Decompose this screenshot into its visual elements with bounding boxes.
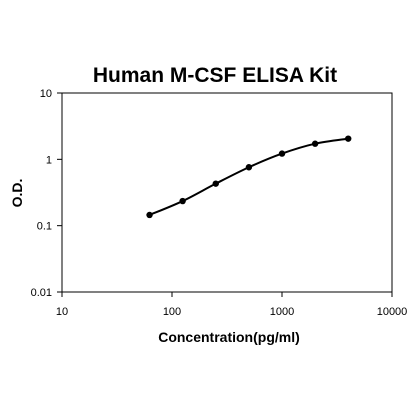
x-tick-label: 1000 [270,306,294,318]
data-point [179,197,186,205]
data-point [146,211,153,219]
x-tick-label: 100 [163,306,181,318]
plot-frame [61,92,393,293]
y-tick-label: 10 [40,88,52,100]
data-point [278,150,286,157]
x-axis: 10 100 1000 10000 [56,292,407,318]
data-points [146,135,352,219]
data-point [245,164,253,171]
data-point [345,135,352,142]
y-axis: 0.01 0.1 1 10 [31,88,62,299]
data-point [212,180,219,187]
x-axis-label: Concentration(pg/ml) [158,329,300,345]
y-axis-label: O.D. [9,179,25,208]
x-tick-label: 10 [56,306,68,318]
y-tick-label: 0.1 [37,221,52,233]
chart-title: Human M-CSF ELISA Kit [93,64,337,87]
x-tick-label: 10000 [377,306,408,318]
data-point [311,140,319,147]
standard-curve-line [149,137,349,216]
y-tick-label: 0.01 [31,287,52,299]
y-tick-label: 1 [46,154,52,166]
